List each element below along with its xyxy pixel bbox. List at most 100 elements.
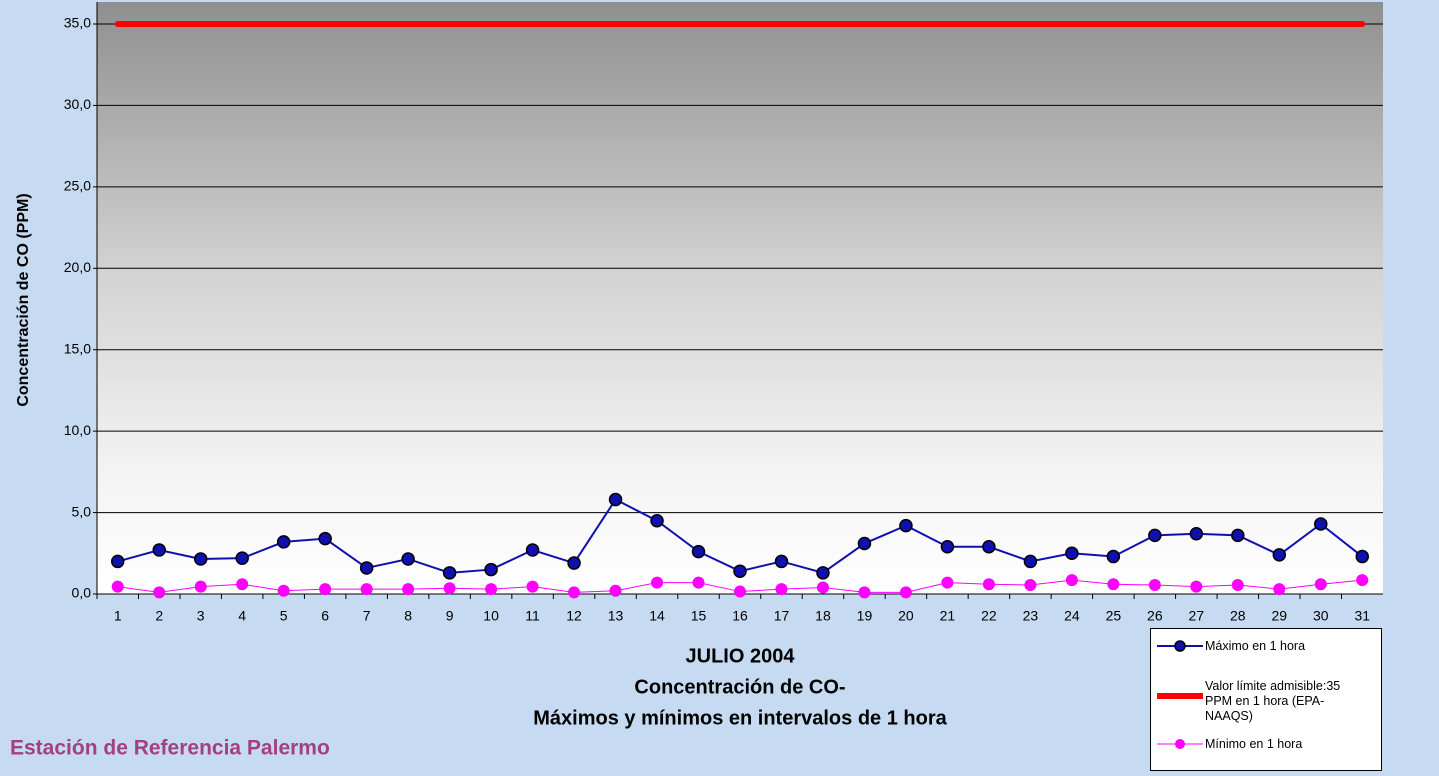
data-point (568, 557, 580, 569)
y-tick-label: 15,0 (64, 340, 91, 356)
x-tick-label: 26 (1147, 608, 1163, 624)
data-point (1273, 583, 1285, 595)
data-point (278, 585, 290, 597)
x-tick-label: 2 (155, 608, 163, 624)
x-tick-label: 21 (940, 608, 956, 624)
data-point (527, 544, 539, 556)
x-tick-label: 30 (1313, 608, 1329, 624)
x-tick-label: 9 (446, 608, 454, 624)
x-tick-label: 20 (898, 608, 914, 624)
data-point (1190, 528, 1202, 540)
data-point (1273, 549, 1285, 561)
data-point (112, 555, 124, 567)
data-point (195, 553, 207, 565)
y-tick-label: 10,0 (64, 422, 91, 438)
x-tick-label: 24 (1064, 608, 1080, 624)
y-tick-label: 0,0 (72, 585, 92, 601)
legend-marker (1175, 739, 1185, 749)
data-point (112, 581, 124, 593)
chart-title: Concentración de CO- (634, 676, 845, 698)
data-point (858, 538, 870, 550)
x-tick-label: 31 (1354, 608, 1370, 624)
data-point (734, 565, 746, 577)
x-tick-label: 4 (238, 608, 246, 624)
data-point (1024, 579, 1036, 591)
data-point (1190, 581, 1202, 593)
data-point (693, 546, 705, 558)
data-point (1149, 579, 1161, 591)
data-point (1024, 555, 1036, 567)
data-point (319, 583, 331, 595)
data-point (817, 567, 829, 579)
y-tick-label: 5,0 (72, 503, 92, 519)
data-point (651, 577, 663, 589)
x-tick-label: 29 (1272, 608, 1288, 624)
x-tick-label: 22 (981, 608, 997, 624)
data-point (900, 520, 912, 532)
data-point (983, 541, 995, 553)
legend-label: Mínimo en 1 hora (1205, 737, 1355, 752)
x-tick-label: 27 (1189, 608, 1205, 624)
data-point (651, 515, 663, 527)
x-tick-label: 6 (321, 608, 329, 624)
y-axis-title: Concentración de CO (PPM) (15, 193, 32, 406)
x-tick-label: 8 (404, 608, 412, 624)
data-point (1232, 529, 1244, 541)
data-point (402, 553, 414, 565)
data-point (983, 578, 995, 590)
plot-area (97, 2, 1383, 594)
data-point (858, 586, 870, 598)
data-point (195, 581, 207, 593)
x-tick-label: 23 (1023, 608, 1039, 624)
y-tick-label: 30,0 (64, 96, 91, 112)
x-tick-label: 17 (774, 608, 790, 624)
page: {"chart_data": {"type": "line", "title":… (0, 0, 1439, 776)
data-point (1315, 578, 1327, 590)
data-point (1232, 579, 1244, 591)
legend-icon (1155, 637, 1205, 655)
chart-title: Máximos y mínimos en intervalos de 1 hor… (533, 707, 947, 729)
data-point (361, 583, 373, 595)
x-tick-label: 12 (566, 608, 582, 624)
data-point (527, 581, 539, 593)
subtitle: Estación de Referencia Palermo (10, 737, 330, 760)
data-point (900, 586, 912, 598)
data-point (319, 533, 331, 545)
data-point (153, 544, 165, 556)
legend-item: Mínimo en 1 hora (1155, 735, 1381, 753)
data-point (775, 555, 787, 567)
data-point (775, 583, 787, 595)
data-point (236, 578, 248, 590)
x-tick-label: 15 (691, 608, 707, 624)
legend-item: Valor límite admisible:35 PPM en 1 hora … (1155, 679, 1381, 724)
legend-marker (1175, 641, 1185, 651)
data-point (402, 583, 414, 595)
x-tick-label: 7 (363, 608, 371, 624)
x-tick-label: 5 (280, 608, 288, 624)
data-point (941, 541, 953, 553)
x-tick-label: 11 (525, 608, 540, 624)
legend-icon (1155, 735, 1205, 753)
data-point (444, 582, 456, 594)
legend-item: Máximo en 1 hora (1155, 637, 1381, 655)
data-point (485, 564, 497, 576)
data-point (610, 494, 622, 506)
y-tick-label: 20,0 (64, 259, 91, 275)
data-point (1107, 578, 1119, 590)
data-point (1149, 529, 1161, 541)
x-tick-label: 10 (483, 608, 499, 624)
x-tick-label: 1 (114, 608, 122, 624)
data-point (485, 583, 497, 595)
legend-label: Máximo en 1 hora (1205, 639, 1355, 654)
legend-icon (1155, 693, 1205, 711)
legend: Máximo en 1 hora Valor límite admisible:3… (1150, 628, 1382, 771)
x-tick-label: 19 (857, 608, 873, 624)
data-point (153, 586, 165, 598)
data-point (1356, 574, 1368, 586)
y-tick-label: 25,0 (64, 178, 91, 194)
data-point (693, 577, 705, 589)
x-tick-label: 16 (732, 608, 748, 624)
data-point (1066, 574, 1078, 586)
x-tick-label: 28 (1230, 608, 1246, 624)
x-tick-label: 13 (608, 608, 624, 624)
